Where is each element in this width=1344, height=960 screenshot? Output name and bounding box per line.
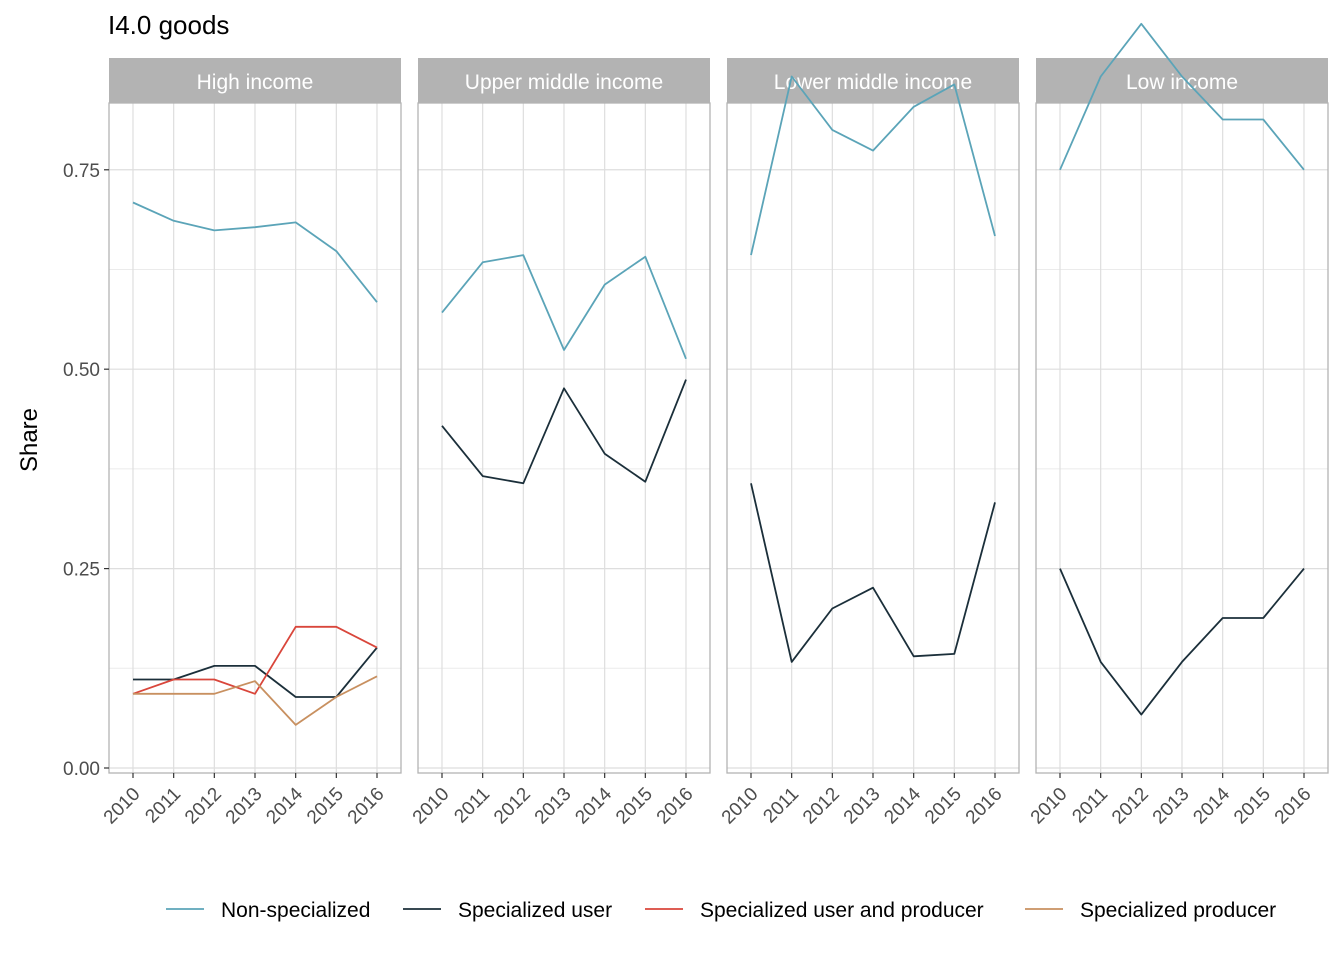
facet-strip-label: High income — [197, 71, 314, 94]
x-tick-label: 2012 — [1108, 784, 1153, 829]
x-tick-label: 2012 — [490, 784, 535, 829]
facet-strip-label: Lower middle income — [774, 71, 972, 94]
x-tick-label: 2011 — [141, 784, 185, 828]
series-line — [133, 675, 378, 726]
legend-label: Specialized user — [458, 899, 612, 922]
x-tick-label: 2014 — [1189, 783, 1234, 828]
x-tick-label: 2013 — [531, 784, 576, 829]
series-line — [441, 379, 687, 485]
facet-strip-label: Upper middle income — [465, 71, 663, 94]
facet-strip — [727, 58, 1019, 103]
x-tick-label: 2010 — [1027, 784, 1072, 829]
y-tick-label: 0.50 — [63, 360, 100, 381]
y-axis-title: Share — [16, 408, 43, 472]
x-tick-label: 2014 — [571, 783, 616, 828]
facet-panel-1: Upper middle income201020112012201320142… — [409, 58, 711, 829]
facet-panel-2: Lower middle income201020112012201320142… — [718, 58, 1020, 829]
x-tick-label: 2016 — [1271, 784, 1316, 829]
x-tick-label: 2011 — [450, 784, 494, 828]
x-tick-label: 2015 — [921, 784, 966, 829]
x-tick-label: 2016 — [344, 784, 389, 829]
legend-label: Specialized user and producer — [700, 899, 984, 922]
series-line — [750, 483, 996, 663]
x-tick-label: 2010 — [100, 784, 145, 829]
facet-strip — [418, 58, 710, 103]
x-tick-label: 2011 — [1068, 784, 1112, 828]
x-tick-label: 2012 — [181, 784, 226, 829]
series-line — [750, 75, 996, 256]
x-tick-label: 2012 — [799, 784, 844, 829]
series-line — [132, 625, 378, 695]
series-line — [1059, 568, 1305, 716]
x-tick-label: 2010 — [409, 784, 454, 829]
x-tick-label: 2011 — [759, 784, 803, 828]
facet-strip — [1036, 58, 1328, 103]
y-tick-label: 0.25 — [63, 560, 100, 581]
x-tick-label: 2013 — [1149, 784, 1194, 829]
x-tick-label: 2015 — [612, 784, 657, 829]
legend: Non-specialized Specialized user Specializ… — [166, 899, 1276, 922]
x-tick-label: 2016 — [962, 784, 1007, 829]
x-tick-label: 2016 — [653, 784, 698, 829]
y-tick-label: 0.75 — [63, 161, 100, 182]
series-line — [1059, 22, 1305, 171]
x-tick-label: 2014 — [262, 783, 307, 828]
x-tick-label: 2013 — [222, 784, 267, 829]
facet-strip — [109, 58, 401, 103]
x-tick-label: 2013 — [840, 784, 885, 829]
x-tick-label: 2014 — [880, 783, 925, 828]
legend-label: Non-specialized — [221, 899, 370, 922]
series-line — [441, 254, 687, 360]
x-tick-label: 2015 — [1230, 784, 1275, 829]
y-tick-label: 0.00 — [63, 759, 100, 780]
legend-label: Specialized producer — [1080, 899, 1276, 922]
x-tick-label: 2015 — [303, 784, 348, 829]
facet-strip-label: Low income — [1126, 71, 1238, 94]
chart-title: I4.0 goods — [108, 10, 230, 40]
series-line — [132, 201, 378, 303]
x-tick-label: 2010 — [718, 784, 763, 829]
